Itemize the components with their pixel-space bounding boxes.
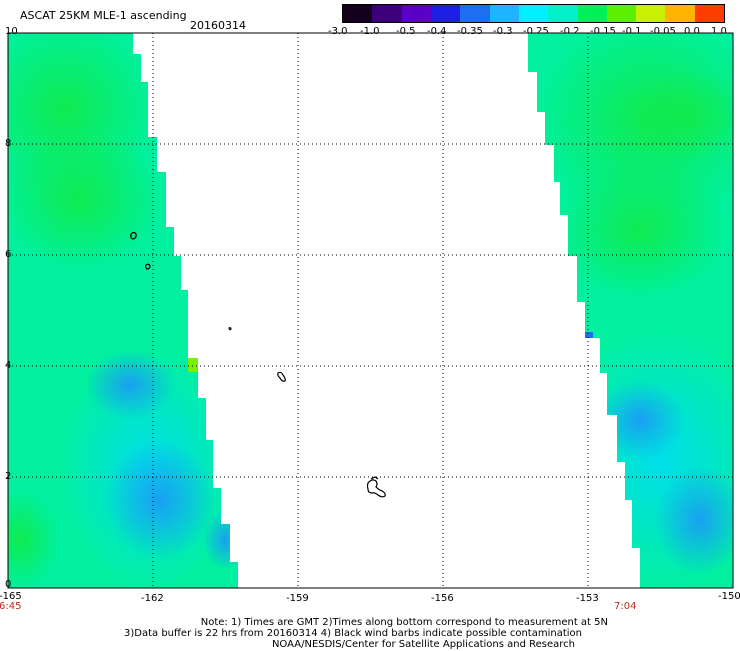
y-tick-label: 2 xyxy=(5,471,12,482)
colorbar-label: -0.05 xyxy=(650,26,676,37)
colorbar-label: -3.0 xyxy=(328,26,348,37)
colorbar-segment-10 xyxy=(636,5,666,22)
right-blue-region xyxy=(595,380,685,460)
island-outline xyxy=(370,476,379,480)
x-tick-label: -150 xyxy=(718,591,740,602)
right-green-region xyxy=(550,160,730,300)
colorbar-segment-4 xyxy=(460,5,490,22)
colorbar-label: -0.15 xyxy=(590,26,616,37)
x-tick-label: -159 xyxy=(286,593,309,604)
x-tick-label: -162 xyxy=(141,593,164,604)
left-green-region xyxy=(8,490,60,588)
colorbar-label: -0.35 xyxy=(457,26,483,37)
coastlines xyxy=(130,231,386,498)
island-outline xyxy=(130,231,137,240)
colorbar-segment-9 xyxy=(606,5,637,22)
map-date: 20160314 xyxy=(190,19,246,32)
right-blue-cell xyxy=(585,332,593,342)
colorbar-segment-7 xyxy=(548,5,578,22)
grid xyxy=(8,33,733,588)
y-tick-label: 8 xyxy=(5,138,12,149)
colorbar xyxy=(342,4,725,23)
colorbar-segment-1 xyxy=(372,5,402,22)
right-blue-cell xyxy=(593,365,600,377)
left-blue-region xyxy=(105,440,215,560)
y-tick-label: 6 xyxy=(5,249,12,260)
colorbar-segment-6 xyxy=(518,5,549,22)
island-outline xyxy=(366,479,386,498)
colorbar-label: -0.1 xyxy=(622,26,642,37)
colorbar-segment-8 xyxy=(577,5,607,22)
colorbar-label: -0.2 xyxy=(560,26,580,37)
colorbar-segment-12 xyxy=(694,5,725,22)
island-outline xyxy=(228,327,232,331)
colorbar-segment-0 xyxy=(343,5,373,22)
left-swath-time: 6:45 xyxy=(0,601,22,612)
island-outline xyxy=(277,371,286,382)
colorbar-label: -1.0 xyxy=(360,26,380,37)
left-blue-region xyxy=(203,510,238,570)
right-green-region xyxy=(625,70,733,160)
x-tick-label: -153 xyxy=(576,593,599,604)
colorbar-label: 0.0 xyxy=(684,26,700,37)
colorbar-segment-5 xyxy=(489,5,519,22)
y-tick-label: 4 xyxy=(5,360,12,371)
x-tick-label: -156 xyxy=(431,593,454,604)
footnote-line-3: NOAA/NESDIS/Center for Satellite Applica… xyxy=(271,639,575,650)
island-outline xyxy=(145,263,151,270)
map-title: ASCAT 25KM MLE-1 ascending xyxy=(20,9,187,22)
colorbar-segment-2 xyxy=(401,5,431,22)
right-swath xyxy=(528,33,733,588)
left-swath xyxy=(8,33,238,588)
colorbar-label: -0.25 xyxy=(523,26,549,37)
colorbar-label: -0.4 xyxy=(427,26,447,37)
left-blue-region xyxy=(85,350,175,420)
left-green-cell xyxy=(188,358,198,372)
colorbar-label: -0.3 xyxy=(493,26,513,37)
colorbar-segment-3 xyxy=(430,5,461,22)
colorbar-label: 1.0 xyxy=(711,26,727,37)
left-green-region xyxy=(8,130,165,270)
y-tick-label: 10 xyxy=(5,26,18,37)
colorbar-label: -0.5 xyxy=(396,26,416,37)
footnote-line-2: 3)Data buffer is 22 hrs from 20160314 4)… xyxy=(124,628,582,639)
right-swath-time: 7:04 xyxy=(614,601,637,612)
colorbar-segment-11 xyxy=(665,5,695,22)
y-tick-label: 0 xyxy=(5,579,12,590)
footnote-line-1: Note: 1) Times are GMT 2)Times along bot… xyxy=(200,617,608,628)
plot-frame xyxy=(7,32,734,589)
right-blue-region xyxy=(655,465,733,575)
x-tick-label: -165 xyxy=(0,591,22,602)
